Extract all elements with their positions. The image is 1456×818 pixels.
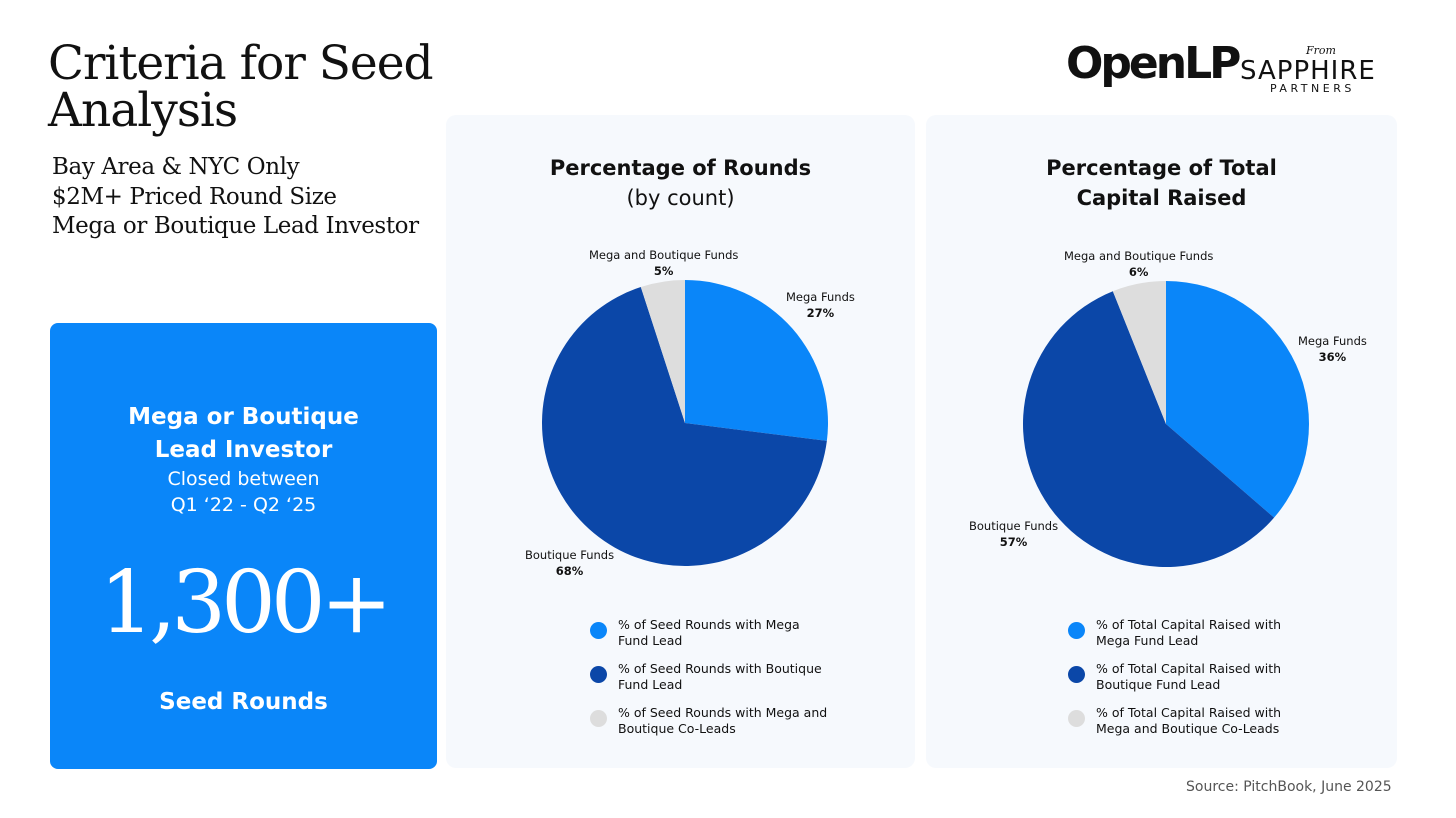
legend-item-coleads: % of Total Capital Raised with Mega and … [1066, 705, 1386, 749]
card-sub-line: Q1 ‘22 - Q2 ‘25 [170, 494, 317, 516]
pie-chart-rounds [542, 280, 828, 566]
slice-label-name: Boutique Funds [525, 548, 615, 562]
slice-label-value: 57% [999, 535, 1028, 549]
legend-label: % of Seed Rounds with Boutique Fund Lead [618, 661, 822, 692]
card-heading-line: Lead Investor [154, 437, 333, 463]
slice-label-value: 5% [653, 264, 674, 278]
legend-swatch [1068, 622, 1085, 639]
chart-title-text: Percentage of Rounds [549, 156, 812, 180]
legend-label: % of Seed Rounds with Mega Fund Lead [618, 617, 800, 648]
legend-item-boutique: % of Seed Rounds with Boutique Fund Lead [588, 661, 908, 705]
legend-swatch [590, 710, 607, 727]
pie-slice-mega [1166, 281, 1309, 518]
legend-item-mega: % of Seed Rounds with Mega Fund Lead [588, 617, 908, 661]
slice-label-name: Boutique Funds [969, 519, 1059, 533]
pie-slice-coleads [1112, 281, 1166, 424]
legend-swatch [590, 666, 607, 683]
card-heading: Mega or Boutique Lead Investor [50, 401, 437, 467]
slice-label-value: 27% [806, 306, 835, 320]
chart-subtitle: (by count) [626, 186, 735, 210]
card-heading-line: Mega or Boutique [128, 404, 359, 430]
chart-legend: % of Seed Rounds with Mega Fund Lead % o… [588, 617, 908, 749]
slice-label-coleads: Mega and Boutique Funds 6% [1064, 248, 1213, 280]
page-title: Criteria for Seed Analysis [48, 36, 434, 138]
legend-label: % of Seed Rounds with Mega and Boutique … [618, 705, 828, 736]
legend-item-boutique: % of Total Capital Raised with Boutique … [1066, 661, 1386, 705]
chart-title-text: Percentage of Total Capital Raised [1046, 156, 1277, 210]
legend-swatch [590, 622, 607, 639]
criteria-item: Bay Area & NYC Only [52, 154, 300, 180]
legend-label: % of Total Capital Raised with Boutique … [1096, 661, 1282, 692]
slice-label-name: Mega and Boutique Funds [1064, 249, 1214, 263]
sapphire-logo: SAPPHIRE [1240, 56, 1376, 86]
pie-chart-capital [1022, 281, 1309, 567]
legend-label: % of Total Capital Raised with Mega Fund… [1096, 617, 1282, 648]
criteria-item: $2M+ Priced Round Size [52, 183, 337, 210]
criteria-list: Bay Area & NYC Only $2M+ Priced Round Si… [52, 153, 442, 242]
slice-label-value: 68% [555, 564, 584, 578]
card-subheading: Closed between Q1 ‘22 - Q2 ‘25 [50, 466, 437, 518]
card-footer: Seed Rounds [159, 689, 328, 715]
slice-label-value: 6% [1128, 265, 1149, 279]
chart-legend: % of Total Capital Raised with Mega Fund… [1066, 617, 1386, 749]
pie-panel-rounds: Percentage of Rounds (by count) Mega and… [446, 115, 915, 768]
source-note: Source: PitchBook, June 2025 [1186, 779, 1392, 795]
seed-rounds-count: 1,300+ [99, 553, 392, 653]
pie-slice-boutique [1022, 291, 1275, 567]
slice-label-mega: Mega Funds 27% [786, 289, 855, 321]
slice-label-mega: Mega Funds 36% [1298, 333, 1367, 365]
slice-label-boutique: Boutique Funds 57% [969, 518, 1058, 550]
pie-slice-mega [685, 280, 828, 441]
legend-item-mega: % of Total Capital Raised with Mega Fund… [1066, 617, 1386, 661]
pie-panel-capital: Percentage of Total Capital Raised Mega … [926, 115, 1397, 768]
slice-label-name: Mega Funds [1298, 334, 1367, 348]
seed-rounds-card: Mega or Boutique Lead Investor Closed be… [50, 323, 437, 769]
slice-label-coleads: Mega and Boutique Funds 5% [589, 247, 738, 279]
openlp-logo: OpenLP [1066, 38, 1241, 89]
chart-title: Percentage of Total Capital Raised [926, 153, 1397, 213]
logo-from-text: From [1306, 44, 1336, 57]
legend-swatch [1068, 710, 1085, 727]
pie-slice-coleads [640, 280, 685, 423]
slice-label-boutique: Boutique Funds 68% [525, 547, 614, 579]
slice-label-name: Mega Funds [786, 290, 855, 304]
legend-item-coleads: % of Seed Rounds with Mega and Boutique … [588, 705, 908, 749]
pie-slice-boutique [542, 286, 827, 566]
criteria-item: Mega or Boutique Lead Investor [52, 213, 419, 239]
sapphire-partners-text: PARTNERS [1270, 82, 1355, 95]
legend-swatch [1068, 666, 1085, 683]
slice-label-name: Mega and Boutique Funds [589, 248, 739, 262]
legend-label: % of Total Capital Raised with Mega and … [1096, 705, 1282, 736]
slice-label-value: 36% [1318, 350, 1347, 364]
chart-title: Percentage of Rounds (by count) [446, 153, 915, 213]
card-sub-line: Closed between [167, 468, 320, 490]
